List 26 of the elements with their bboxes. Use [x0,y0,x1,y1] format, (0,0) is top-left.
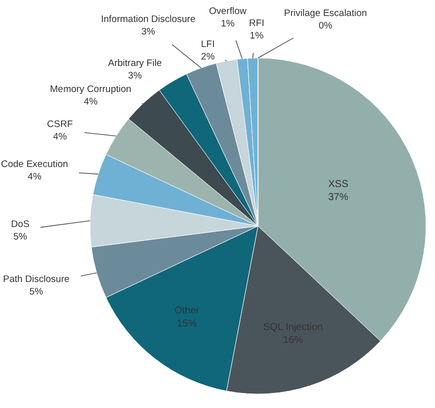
slice-label: Overflow [209,6,247,17]
data-label: 3% [141,26,156,38]
slice-label: Code Execution [1,159,68,170]
data-label: 4% [84,96,98,108]
slice-label: Path Disclosure [3,274,70,285]
slice-label: Arbitrary File [108,58,162,69]
data-label: 15% [176,318,197,330]
data-label: 5% [29,286,44,298]
slice-label: RFI [249,18,264,29]
data-label: 5% [13,231,28,242]
slice-label: Memory Corruption [50,84,132,95]
data-label: 2% [201,51,216,62]
slice-label: XSS [328,179,349,190]
slice-label: DoS [11,219,30,230]
data-label: 3% [128,70,142,82]
data-label: 37% [328,192,348,204]
text: 0% [318,20,332,32]
slice-label: Information Disclosure [101,14,196,25]
slice-label: CSRF [47,119,74,130]
category-label: Privilage Escalation [284,8,367,19]
data-label: 4% [53,131,68,142]
slice-label: Other [174,305,200,316]
data-label: 1% [220,18,236,30]
slice-label: LFI [201,39,215,50]
data-label: 4% [28,171,42,182]
data-label: 1% [250,30,264,42]
